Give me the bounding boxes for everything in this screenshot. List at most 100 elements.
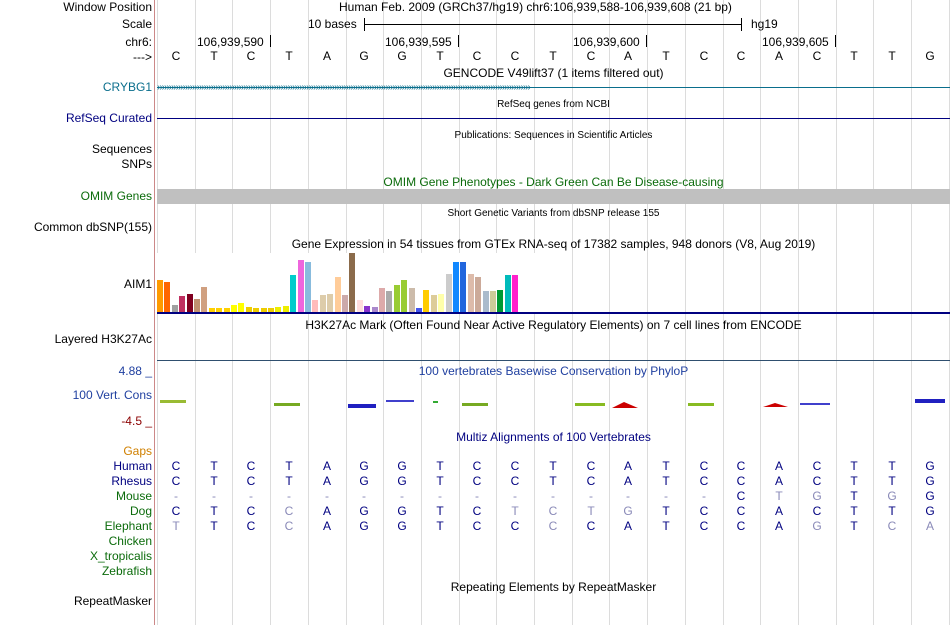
gtex-tissue-bar[interactable] xyxy=(512,275,518,312)
gtex-tissue-bar[interactable] xyxy=(201,287,207,312)
gtex-tissue-bar[interactable] xyxy=(401,280,407,312)
gtex-tissue-bar[interactable] xyxy=(505,275,511,312)
gtex-tissue-bar[interactable] xyxy=(438,294,444,312)
gtex-tissue-bar[interactable] xyxy=(416,308,422,312)
aligned-base: T xyxy=(587,504,595,518)
gaps-track-label[interactable]: Gaps xyxy=(123,444,152,458)
aligned-base: T xyxy=(210,474,218,488)
gtex-tissue-bar[interactable] xyxy=(172,305,178,312)
gtex-tissue-bar[interactable] xyxy=(216,308,222,312)
repeatmasker-track-label[interactable]: RepeatMasker xyxy=(73,594,152,608)
gtex-tissue-bar[interactable] xyxy=(475,277,481,312)
species-label[interactable]: Rhesus xyxy=(111,474,152,488)
aligned-base: - xyxy=(626,489,630,503)
omim-track-title[interactable]: OMIM Gene Phenotypes - Dark Green Can Be… xyxy=(383,175,724,189)
snps-track-label[interactable]: SNPs xyxy=(121,157,152,171)
gtex-track-label[interactable]: AIM1 xyxy=(123,277,152,291)
gtex-tissue-bar[interactable] xyxy=(312,300,318,312)
gtex-tissue-bar[interactable] xyxy=(327,294,333,312)
gtex-tissue-bar[interactable] xyxy=(275,307,281,312)
phylop-track-title[interactable]: 100 vertebrates Basewise Conservation by… xyxy=(418,364,689,378)
aligned-base: C xyxy=(812,504,822,518)
refseq-gene-line[interactable] xyxy=(157,118,950,119)
reference-base: C xyxy=(736,49,746,63)
gtex-tissue-bar[interactable] xyxy=(394,285,400,312)
gtex-tissue-bar[interactable] xyxy=(320,295,326,312)
gtex-tissue-bar[interactable] xyxy=(238,303,244,312)
aligned-base: T xyxy=(850,474,858,488)
species-label[interactable]: Elephant xyxy=(104,519,152,533)
gtex-tissue-bar[interactable] xyxy=(209,308,215,312)
publications-track-label[interactable]: Sequences xyxy=(91,142,152,156)
gtex-tissue-bar[interactable] xyxy=(483,291,489,312)
phylop-max-label: 4.88 _ xyxy=(118,364,152,378)
gtex-tissue-bar[interactable] xyxy=(290,275,296,312)
gtex-tissue-bar[interactable] xyxy=(460,262,466,312)
species-label[interactable]: Human xyxy=(113,459,152,473)
gtex-tissue-bar[interactable] xyxy=(194,299,200,312)
dbsnp-track-title[interactable]: Short Genetic Variants from dbSNP releas… xyxy=(447,208,660,219)
aligned-base: T xyxy=(436,459,444,473)
gtex-tissue-bar[interactable] xyxy=(364,306,370,312)
gtex-tissue-bar[interactable] xyxy=(335,277,341,312)
gtex-tissue-bar[interactable] xyxy=(453,262,459,312)
reference-base: T xyxy=(285,49,293,63)
gtex-tissue-bar[interactable] xyxy=(224,308,230,312)
reference-base: C xyxy=(812,49,822,63)
repeatmasker-track-title[interactable]: Repeating Elements by RepeatMasker xyxy=(450,580,657,594)
omim-feature-bar[interactable] xyxy=(157,189,950,204)
gtex-tissue-bar[interactable] xyxy=(157,280,163,312)
multiz-track-title[interactable]: Multiz Alignments of 100 Vertebrates xyxy=(456,430,651,444)
gtex-tissue-bar[interactable] xyxy=(349,253,355,312)
aligned-base: C xyxy=(171,504,181,518)
gtex-tissue-bar[interactable] xyxy=(231,305,237,312)
gtex-tissue-bar[interactable] xyxy=(253,308,259,312)
aligned-base: G xyxy=(359,519,369,533)
gtex-tissue-bar[interactable] xyxy=(386,291,392,312)
gtex-tissue-bar[interactable] xyxy=(409,288,415,312)
h3k27ac-track-label[interactable]: Layered H3K27Ac xyxy=(54,332,152,346)
gtex-track-title[interactable]: Gene Expression in 54 tissues from GTEx … xyxy=(291,237,816,251)
gencode-track-label[interactable]: CRYBG1 xyxy=(102,80,152,94)
refseq-track-title[interactable]: RefSeq genes from NCBI xyxy=(497,99,610,110)
species-label[interactable]: Mouse xyxy=(115,489,152,503)
dbsnp-track-label[interactable]: Common dbSNP(155) xyxy=(33,220,152,234)
aligned-base: A xyxy=(322,459,331,473)
gtex-tissue-bar[interactable] xyxy=(164,282,170,312)
gtex-tissue-bar[interactable] xyxy=(431,295,437,312)
gtex-tissue-bar[interactable] xyxy=(372,307,378,312)
publications-track-title[interactable]: Publications: Sequences in Scientific Ar… xyxy=(454,130,653,141)
gene-direction-chevrons[interactable]: ››››››››››››››››››››››››››››››››››››››››… xyxy=(157,82,531,93)
gtex-tissue-bar[interactable] xyxy=(179,296,185,312)
aligned-base: C xyxy=(586,519,596,533)
gtex-tissue-bar[interactable] xyxy=(187,294,193,312)
scale-text: 10 bases xyxy=(308,17,357,31)
gtex-tissue-bar[interactable] xyxy=(268,308,274,312)
gtex-tissue-bar[interactable] xyxy=(357,300,363,312)
species-label[interactable]: Chicken xyxy=(108,534,152,548)
gtex-tissue-bar[interactable] xyxy=(497,290,503,312)
refseq-track-label[interactable]: RefSeq Curated xyxy=(65,111,152,125)
gtex-tissue-bar[interactable] xyxy=(446,274,452,312)
gtex-tissue-bar[interactable] xyxy=(379,288,385,312)
aligned-base: A xyxy=(623,474,632,488)
aligned-base: T xyxy=(775,489,783,503)
gtex-tissue-bar[interactable] xyxy=(423,290,429,312)
species-label[interactable]: Dog xyxy=(129,504,152,518)
gtex-tissue-bar[interactable] xyxy=(468,274,474,312)
gtex-tissue-bar[interactable] xyxy=(283,306,289,312)
omim-track-label[interactable]: OMIM Genes xyxy=(80,189,152,203)
gtex-tissue-bar[interactable] xyxy=(490,291,496,312)
gene-line[interactable] xyxy=(157,87,950,88)
gtex-tissue-bar[interactable] xyxy=(246,307,252,312)
phylop-track-label[interactable]: 100 Vert. Cons xyxy=(72,388,152,402)
gtex-tissue-bar[interactable] xyxy=(261,308,267,312)
species-label[interactable]: X_tropicalis xyxy=(89,549,152,563)
h3k27ac-track-title[interactable]: H3K27Ac Mark (Often Found Near Active Re… xyxy=(305,318,802,332)
aligned-base: C xyxy=(736,459,746,473)
gencode-track-title[interactable]: GENCODE V49lift37 (1 items filtered out) xyxy=(443,66,664,80)
gtex-tissue-bar[interactable] xyxy=(298,260,304,312)
species-label[interactable]: Zebrafish xyxy=(101,564,152,578)
gtex-tissue-bar[interactable] xyxy=(342,295,348,312)
gtex-tissue-bar[interactable] xyxy=(305,262,311,312)
